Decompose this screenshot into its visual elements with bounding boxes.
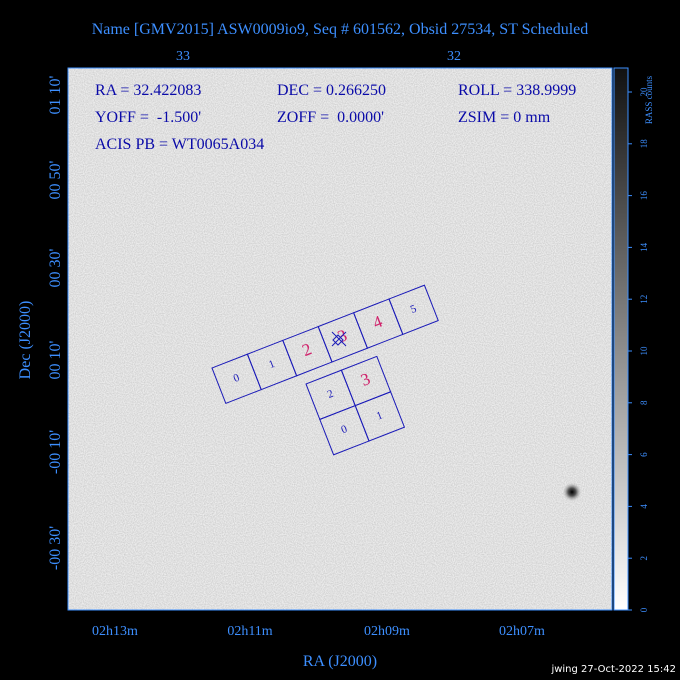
y-tick-label: 00 30' [47,248,64,287]
colorbar-tick-label: 12 [639,295,649,304]
top-tick-label: 33 [176,49,190,64]
chip-label: 0 [339,423,349,436]
chip-label: 5 [409,303,419,316]
top-tick-label: 32 [447,49,461,64]
title: Name [GMV2015] ASW0009io9, Seq # 601562,… [92,21,589,38]
colorbar-tick-label: 6 [639,452,649,457]
info-ra: RA = 32.422083 [95,82,201,99]
colorbar-tick-label: 10 [639,346,649,356]
y-tick-label: -00 30' [47,526,64,570]
colorbar-tick-label: 16 [639,191,649,201]
y-axis-label: Dec (J2000) [17,301,34,380]
chip-label: 1 [267,358,276,371]
x-tick-label: 02h11m [227,624,272,639]
y-tick-label: 01 10' [47,75,64,114]
chip-label: 0 [232,372,242,385]
info-zsim: ZSIM = 0 mm [458,109,551,126]
y-tick-label: 00 10' [47,340,64,379]
colorbar [613,67,629,611]
colorbar-tick-label: 2 [639,556,649,561]
x-axis-label: RA (J2000) [303,653,377,670]
info-zoff: ZOFF = 0.0000' [277,109,384,126]
y-tick-label: -00 10' [47,430,64,474]
aimpoint-marker [331,331,347,347]
x-ray-source [562,482,582,502]
colorbar-tick-label: 14 [639,242,649,252]
y-tick-label: 00 50' [47,160,64,199]
colorbar-tick-label: 0 [639,607,649,612]
x-tick-label: 02h09m [364,624,410,639]
info-dec: DEC = 0.266250 [277,82,386,99]
info-acis: ACIS PB = WT0065A034 [95,136,264,153]
x-tick-label: 02h13m [92,624,138,639]
colorbar-label: RASS counts [644,75,654,124]
chip-label: 2 [326,388,335,401]
chip-label: 1 [375,409,384,422]
info-roll: ROLL = 338.9999 [458,82,576,99]
chip [354,391,406,442]
info-yoff: YOFF = -1.500' [95,109,201,126]
plot-frame [67,67,613,611]
colorbar-tick-label: 8 [639,400,649,405]
chip [388,284,439,336]
footer: jwing 27-Oct-2022 15:42 [550,664,676,675]
colorbar-tick-label: 20 [639,87,649,97]
x-tick-label: 02h07m [499,624,545,639]
colorbar-tick-label: 18 [639,139,649,149]
colorbar-tick-label: 4 [639,504,649,509]
sky-noise [68,68,612,610]
